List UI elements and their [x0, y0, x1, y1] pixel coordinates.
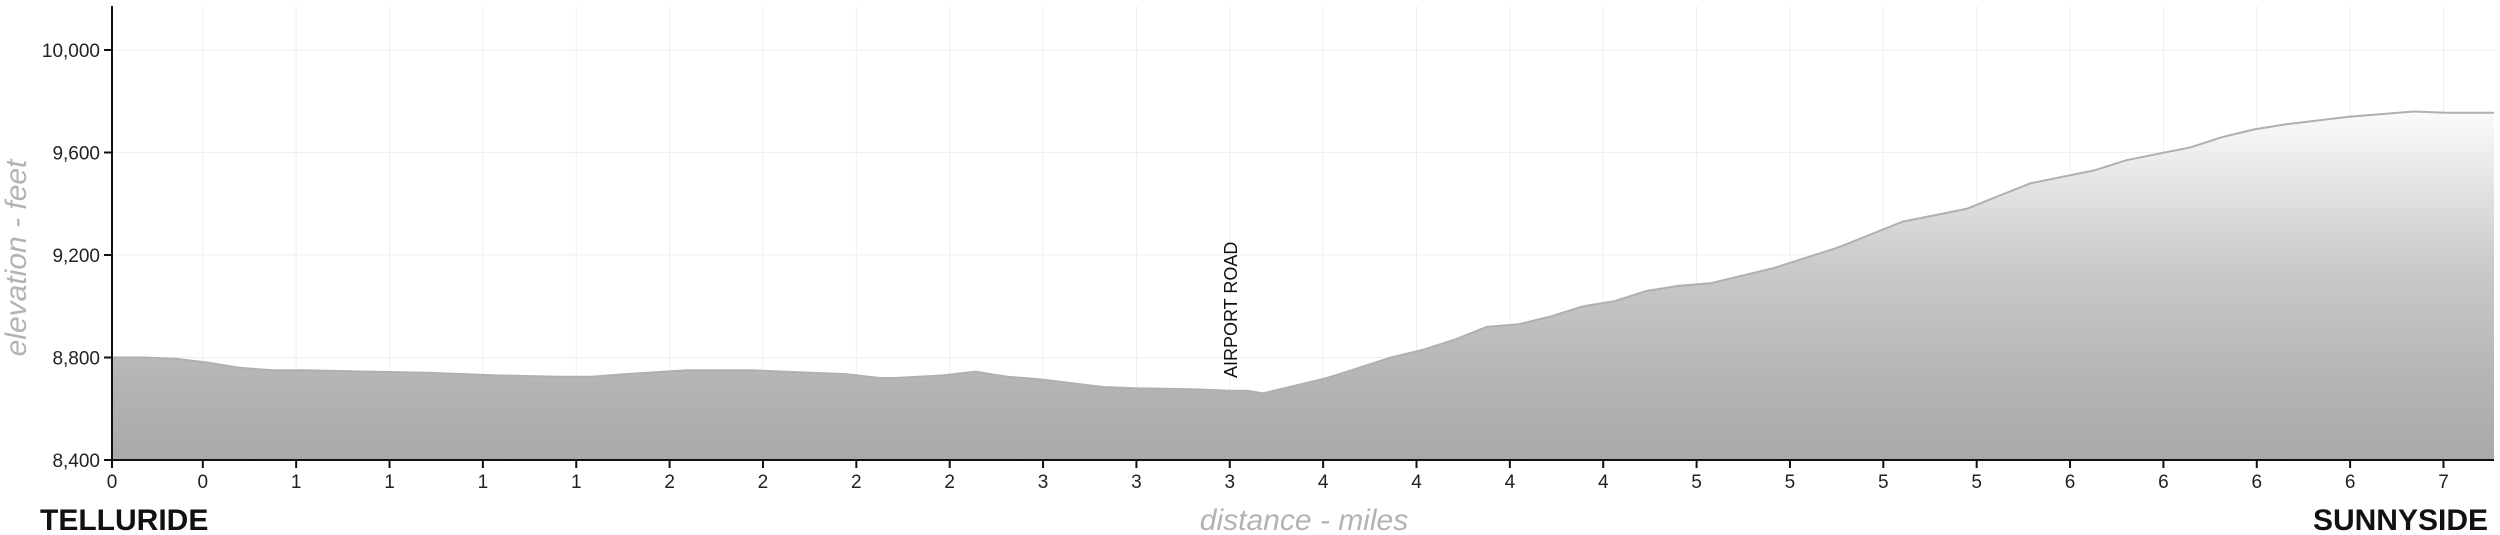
elevation-line — [112, 110, 2494, 395]
x-tick-label: 0 — [107, 472, 118, 493]
x-tick-label: 3 — [1038, 472, 1049, 493]
x-ticks: 0 0 1 1 1 1 2 2 2 2 3 3 3 4 4 4 4 5 5 5 5 6 6 6 6 7 — [107, 460, 2449, 493]
y-tick-label: 8,800 — [52, 349, 100, 370]
y-tick-label: 9,600 — [52, 144, 100, 165]
x-tick-label: 7 — [2438, 472, 2449, 493]
x-tick-label: 5 — [1878, 472, 1889, 493]
x-tick-label: 5 — [1971, 472, 1982, 493]
x-tick-label: 6 — [2345, 472, 2356, 493]
annotation-label: AIRPORT ROAD — [1221, 242, 1241, 378]
x-tick-label: 5 — [1785, 472, 1796, 493]
x-tick-label: 3 — [1224, 472, 1235, 493]
x-tick-label: 0 — [198, 472, 209, 493]
start-place-label: TELLURIDE — [40, 504, 208, 535]
end-place-label: SUNNYSIDE — [2313, 504, 2488, 535]
x-tick-label: 6 — [2158, 472, 2169, 493]
x-tick-label: 1 — [478, 472, 489, 493]
y-tick-label: 10,000 — [42, 41, 100, 62]
elevation-area — [112, 111, 2494, 460]
y-tick-label: 9,200 — [52, 246, 100, 267]
x-tick-label: 3 — [1131, 472, 1142, 493]
x-tick-label: 2 — [758, 472, 769, 493]
x-tick-label: 6 — [2251, 472, 2262, 493]
x-tick-label: 6 — [2065, 472, 2076, 493]
x-tick-label: 1 — [291, 472, 302, 493]
x-tick-label: 4 — [1598, 472, 1609, 493]
x-tick-label: 4 — [1505, 472, 1516, 493]
y-tick-label: 8,400 — [52, 451, 100, 472]
annotations: AIRPORT ROAD — [1221, 242, 1241, 378]
x-tick-label: 1 — [571, 472, 582, 493]
y-axis-title: elevation - feet — [0, 158, 33, 356]
x-tick-label: 4 — [1411, 472, 1422, 493]
x-tick-label: 2 — [944, 472, 955, 493]
x-tick-label: 2 — [851, 472, 862, 493]
x-axis-title: distance - miles — [1200, 504, 1408, 535]
axes — [111, 6, 2494, 461]
y-ticks: 8,400 8,800 9,200 9,600 10,000 — [42, 41, 112, 472]
x-tick-label: 1 — [384, 472, 395, 493]
x-tick-label: 5 — [1691, 472, 1702, 493]
x-tick-label: 2 — [664, 472, 675, 493]
x-tick-label: 4 — [1318, 472, 1329, 493]
